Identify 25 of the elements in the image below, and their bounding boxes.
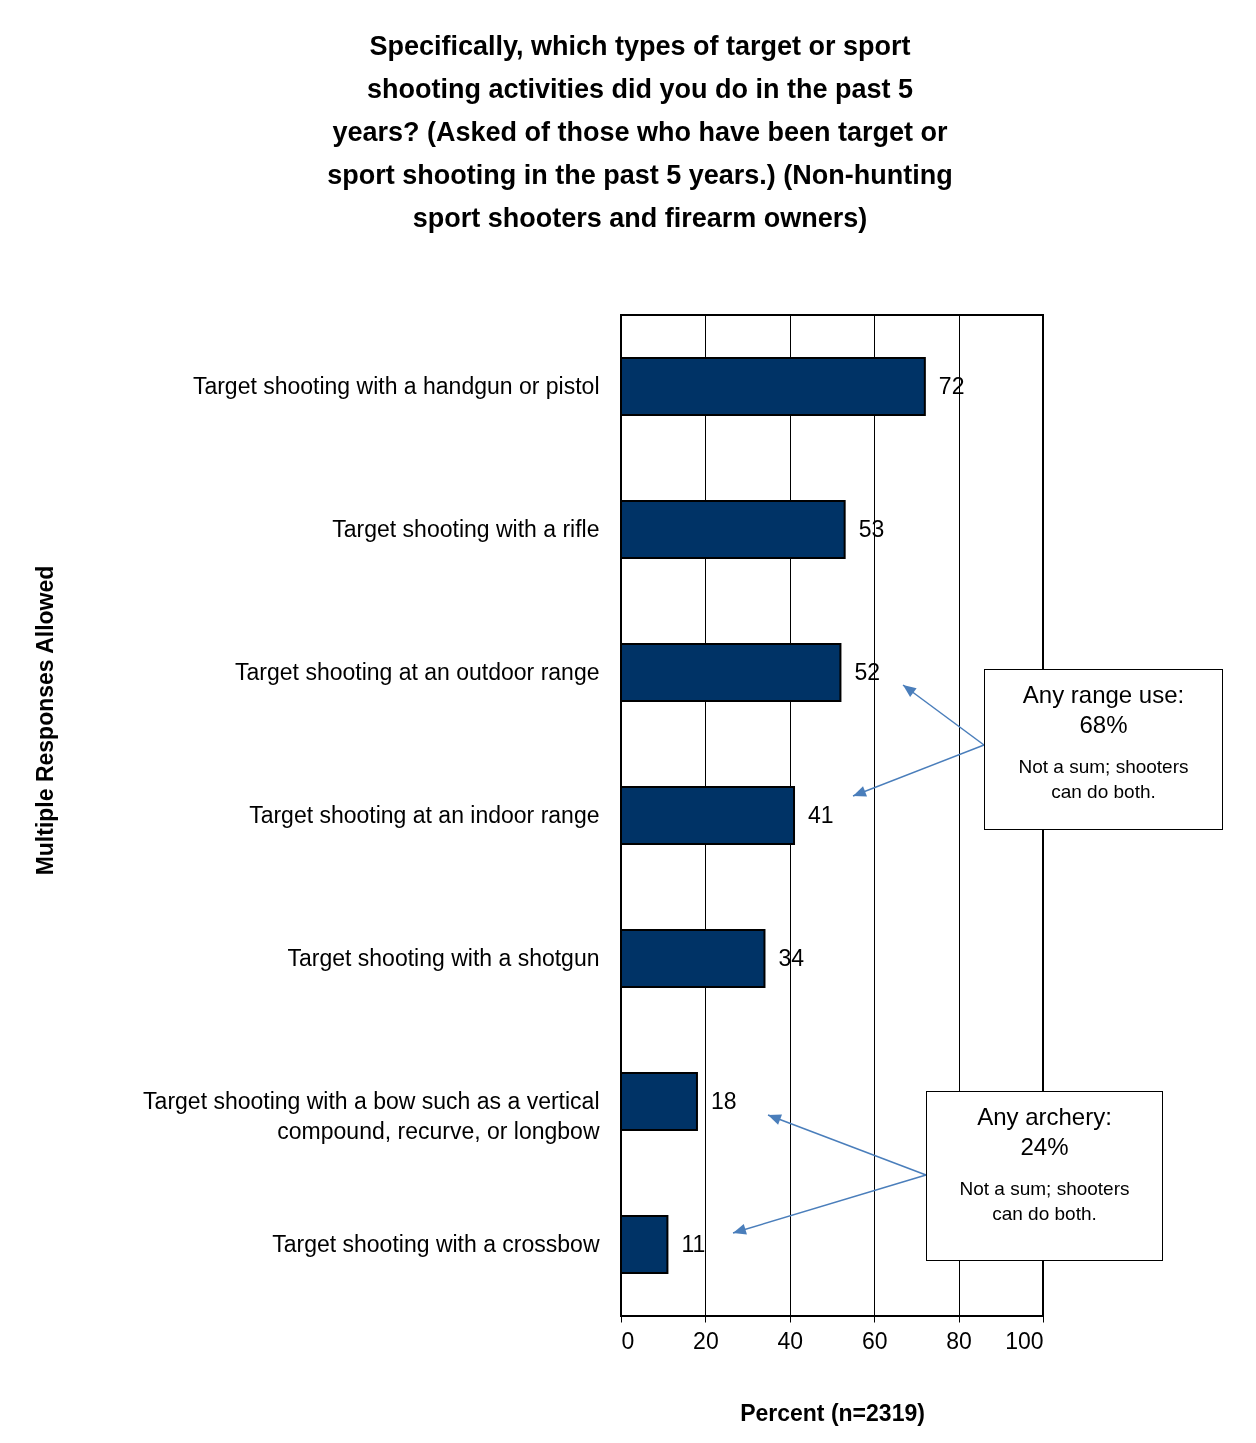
y-tick-label: Target shooting with a handgun or pistol	[192, 372, 600, 399]
x-tick-label: 60	[861, 1327, 888, 1354]
y-axis-title: Multiple Responses Allowed	[31, 565, 58, 876]
data-label: 41	[808, 801, 834, 828]
x-tick-label: 20	[693, 1327, 719, 1354]
callout-box: Any range use: 68% Not a sum; shooters can do both.	[984, 669, 1223, 830]
y-tick-label: Target shooting with a shotgun	[287, 944, 600, 971]
x-axis-title: Percent (n=2319)	[740, 1399, 925, 1426]
annotation: Not a sum; shooters can do both.	[958, 1177, 1131, 1226]
y-tick-label: Target shooting with a crossbow	[272, 1230, 600, 1257]
annotation: Not a sum; shooters can do both.	[1017, 755, 1190, 804]
callout-box: Any archery: 24% Not a sum; shooters can do both.	[926, 1091, 1163, 1261]
annotation: Any range use: 68%	[1021, 680, 1186, 740]
y-tick-label: Target shooting at an indoor range	[249, 801, 600, 828]
data-label: 18	[710, 1087, 737, 1114]
chart-title: Specifically, which types of target or sport shooting activities did you do in the past 5 years? (Asked of those who have been target or sport shooting in the past 5 years.) (Non-hunting sport shooters and firearm owners)	[327, 31, 953, 233]
x-tick-label: 0	[621, 1327, 635, 1354]
y-tick-label: Target shooting at an outdoor range	[235, 658, 600, 685]
annotation: Any archery: 24%	[976, 1102, 1113, 1162]
data-label: 11	[681, 1230, 706, 1257]
x-tick-label: 100	[1005, 1327, 1044, 1354]
y-tick-label: Target shooting with a rifle	[332, 515, 600, 542]
x-tick-label: 80	[946, 1327, 972, 1354]
x-tick-label: 40	[777, 1327, 804, 1354]
y-tick-label: Target shooting with a bow such as a vertical compound, recurve, or longbow	[143, 1087, 600, 1144]
